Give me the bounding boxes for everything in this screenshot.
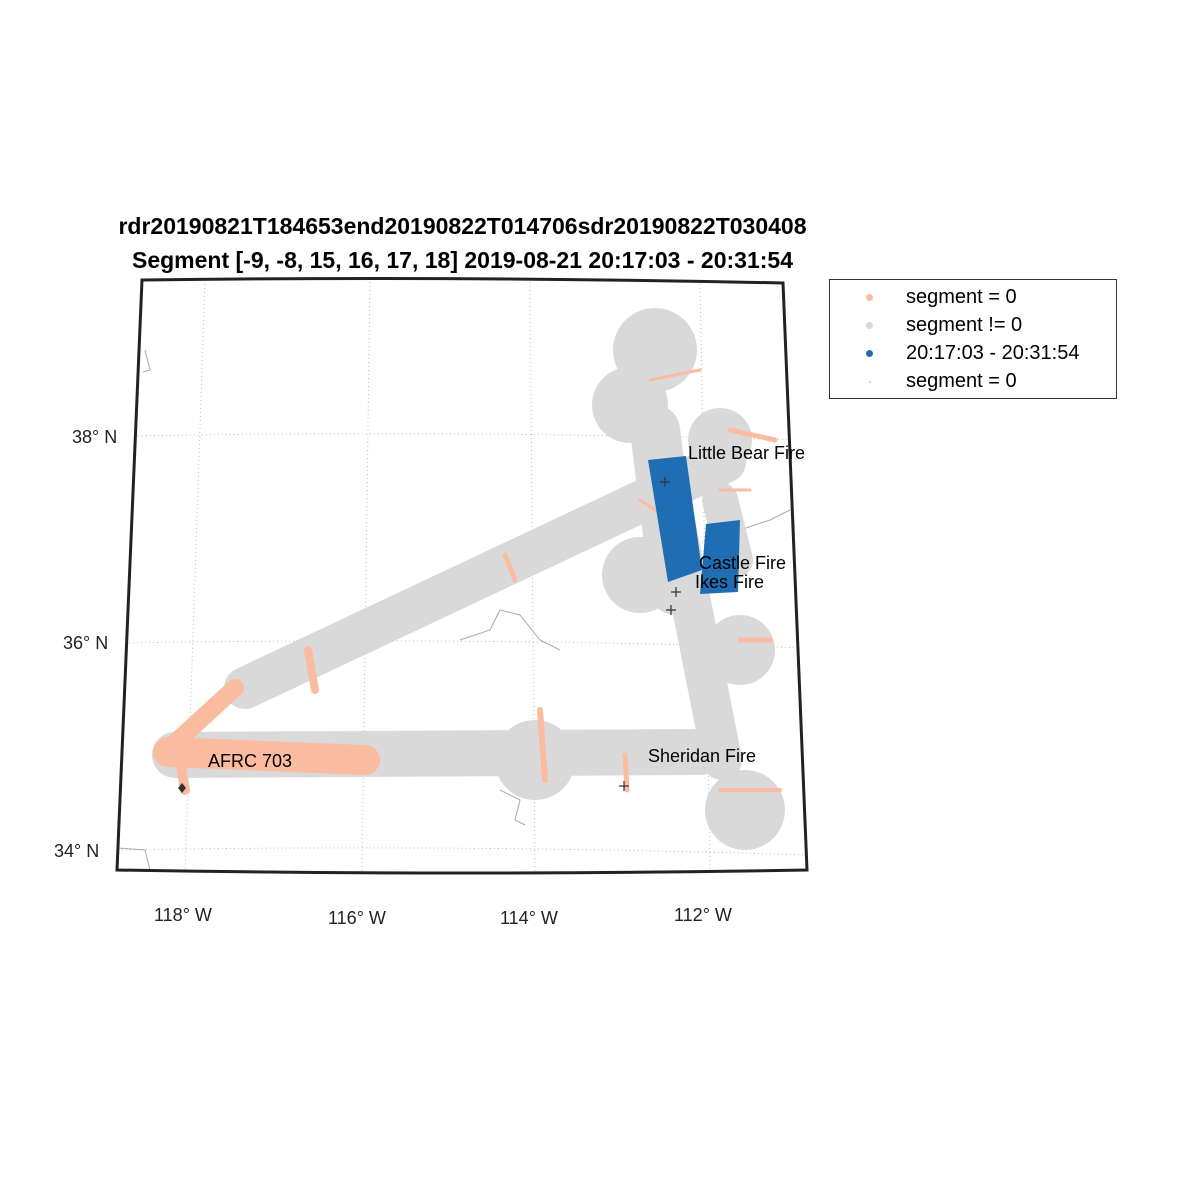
legend-label: segment = 0 [906,370,1017,392]
legend-marker-icon [866,350,873,357]
legend-label: segment = 0 [906,286,1017,308]
plot-title-line2: Segment [-9, -8, 15, 16, 17, 18] 2019-08… [132,247,793,273]
lon-tick-112: 112° W [674,905,732,925]
track-lobes [495,308,785,850]
lat-tick-38: 38° N [72,427,117,447]
legend-marker-icon [866,322,873,329]
lat-tick-36: 36° N [63,633,108,653]
legend-marker-icon [869,381,871,383]
lon-tick-116: 116° W [328,908,386,928]
legend-label: segment != 0 [906,314,1023,336]
legend-marker-icon [866,294,873,301]
place-label-castle-fire: Castle Fire [699,553,786,573]
track-selected-time [648,456,740,594]
legend-label: 20:17:03 - 20:31:54 [906,342,1080,364]
airport-marker [178,783,186,793]
track-segment-zero [153,368,782,795]
coastline [117,349,791,871]
plot-title-line1: rdr20190821T184653end20190822T014706sdr2… [118,213,807,239]
lat-tick-34: 34° N [54,841,99,861]
lon-tick-118: 118° W [154,905,212,925]
place-label-sheridan-fire: Sheridan Fire [648,746,756,766]
legend: segment = 0 segment != 0 20:17:03 - 20:3… [829,279,1117,399]
lon-tick-114: 114° W [500,908,558,928]
place-label-little-bear-fire: Little Bear Fire [688,443,805,463]
fire-markers [619,477,681,791]
place-label-afrc-703: AFRC 703 [208,751,292,771]
place-label-ikes-fire: Ikes Fire [695,572,764,592]
map-frame [115,277,809,875]
